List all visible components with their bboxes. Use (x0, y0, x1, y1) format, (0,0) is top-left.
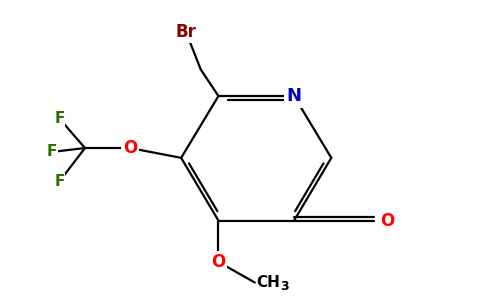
Text: F: F (54, 111, 65, 126)
Text: F: F (54, 174, 65, 189)
Text: CH: CH (257, 275, 281, 290)
Text: 3: 3 (280, 280, 289, 293)
Text: F: F (46, 145, 57, 160)
Text: O: O (380, 212, 394, 230)
Text: O: O (123, 139, 137, 157)
Text: O: O (212, 253, 226, 271)
Text: N: N (287, 87, 302, 105)
Text: Br: Br (176, 23, 197, 41)
